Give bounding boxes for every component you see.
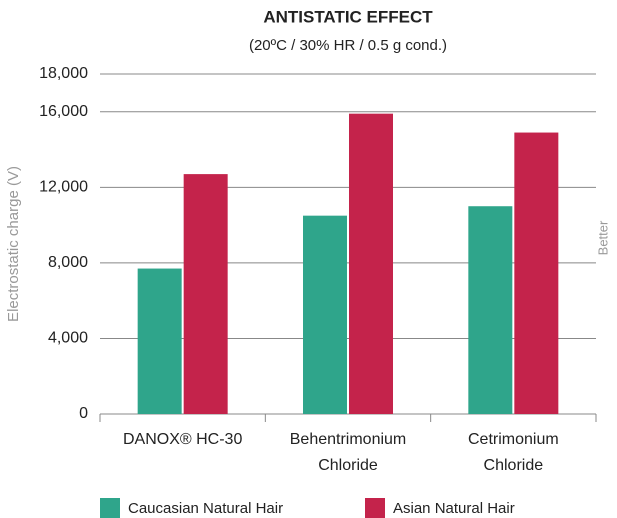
legend-swatch xyxy=(365,498,385,518)
x-tick-label: Cetrimonium Chloride xyxy=(468,431,559,474)
legend-swatch xyxy=(100,498,120,518)
y-tick-label: 18,000 xyxy=(39,65,88,82)
chart-subtitle: (20ºC / 30% HR / 0.5 g cond.) xyxy=(249,37,447,54)
annotation: Better xyxy=(595,220,610,255)
bar xyxy=(137,268,182,414)
legend-label: Asian Natural Hair xyxy=(393,500,515,517)
bar xyxy=(183,174,228,414)
bar xyxy=(468,206,513,414)
y-tick-label: 16,000 xyxy=(39,103,88,120)
y-tick-label: 12,000 xyxy=(39,179,88,196)
y-axis-label: Electrostatic charge (V) xyxy=(5,166,22,322)
bar xyxy=(303,215,347,414)
x-tick-label: Behentrimonium Chloride xyxy=(290,431,407,474)
bar xyxy=(349,113,393,415)
chart-title: ANTISTATIC EFFECT xyxy=(263,7,433,26)
x-tick-label: DANOX® HC-30 xyxy=(123,431,242,448)
y-tick-label: 4,000 xyxy=(48,330,88,347)
y-tick-label: 8,000 xyxy=(48,254,88,271)
bar xyxy=(514,132,559,415)
legend-label: Caucasian Natural Hair xyxy=(128,500,283,517)
y-tick-label: 0 xyxy=(79,405,88,422)
